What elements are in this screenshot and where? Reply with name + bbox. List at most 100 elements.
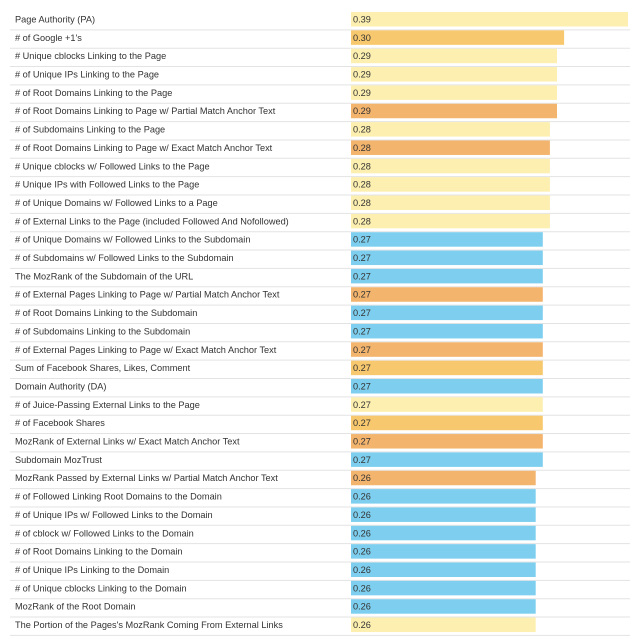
category-label: # of External Pages Linking to Page w/ E… (15, 345, 277, 355)
value-label: 0.27 (353, 253, 371, 263)
value-label: 0.27 (353, 418, 371, 428)
bar (351, 580, 536, 596)
chart-row: # of Facebook Shares 0.27 (10, 415, 630, 435)
value-label: 0.28 (353, 143, 371, 153)
chart-row: # of Subdomains Linking to the Page 0.28 (10, 122, 630, 141)
chart-row: # of External Links to the Page (include… (10, 213, 630, 233)
category-label: # of Juice-Passing External Links to the… (15, 400, 200, 410)
value-label: 0.28 (353, 198, 371, 208)
chart-row: # of Subdomains Linking to the Subdomain… (10, 323, 630, 343)
chart-row: MozRank of External Links w/ Exact Match… (10, 434, 630, 453)
value-label: 0.26 (353, 510, 371, 520)
bar (351, 48, 557, 64)
category-label: # of Unique IPs Linking to the Domain (15, 565, 169, 575)
category-label: # of Unique cblocks Linking to the Domai… (15, 583, 187, 593)
category-label: MozRank of the Root Domain (15, 602, 136, 612)
bar (351, 397, 543, 412)
bar (351, 489, 536, 504)
value-label: 0.28 (353, 180, 371, 190)
chart-row: # of Root Domains Linking to the Subdoma… (10, 305, 630, 324)
value-label: 0.27 (353, 308, 371, 318)
value-label: 0.29 (353, 70, 371, 80)
chart-row: # of Unique cblocks Linking to the Domai… (10, 580, 630, 600)
value-label: 0.26 (353, 473, 371, 483)
value-label: 0.29 (353, 51, 371, 61)
chart-row: Sum of Facebook Shares, Likes, Comment 0.… (10, 360, 630, 379)
value-label: 0.26 (353, 528, 371, 538)
chart-row: Subdomain MozTrust 0.27 (10, 452, 630, 471)
category-label: # of Unique IPs w/ Followed Links to the… (15, 510, 213, 520)
category-label: Domain Authority (DA) (15, 381, 106, 391)
bar (351, 507, 536, 522)
category-label: # of Followed Linking Root Domains to th… (15, 492, 222, 502)
category-label: # of Subdomains w/ Followed Links to the… (15, 253, 234, 263)
chart-row: # of External Pages Linking to Page w/ E… (10, 342, 630, 361)
value-label: 0.29 (353, 88, 371, 98)
bar (351, 30, 565, 45)
value-label: 0.27 (353, 235, 371, 245)
category-label: # Unique IPs with Followed Links to the … (15, 180, 199, 190)
chart-row: # Unique IPs with Followed Links to the … (10, 177, 630, 196)
chart-row: # of Unique IPs w/ Followed Links to the… (10, 507, 630, 526)
bar (351, 342, 543, 357)
category-label: MozRank of External Links w/ Exact Match… (15, 437, 240, 447)
bar (351, 470, 536, 486)
chart-row: # of Unique Domains w/ Followed Links to… (10, 232, 630, 251)
value-label: 0.27 (353, 326, 371, 336)
category-label: # Unique cblocks Linking to the Page (15, 51, 166, 61)
category-label: # of Subdomains Linking to the Page (15, 125, 165, 135)
chart-row: # of Root Domains Linking to the Page 0.2… (10, 85, 630, 104)
value-label: 0.27 (353, 455, 371, 465)
chart-row: # of Root Domains Linking to Page w/ Par… (10, 103, 630, 123)
category-label: # of cblock w/ Followed Links to the Dom… (15, 528, 194, 538)
value-label: 0.28 (353, 216, 371, 226)
category-label: # of Unique Domains w/ Followed Links to… (15, 198, 218, 208)
bar (351, 232, 543, 247)
bar (351, 379, 543, 394)
value-label: 0.27 (353, 363, 371, 373)
category-label: # of Root Domains Linking to the Domain (15, 547, 183, 557)
bar (351, 360, 543, 376)
bar (351, 85, 557, 100)
chart-row: # of Juice-Passing External Links to the… (10, 397, 630, 416)
category-label: # of Root Domains Linking to Page w/ Exa… (15, 143, 273, 153)
chart-row: # of Unique IPs Linking to the Page 0.29 (10, 67, 630, 86)
value-label: 0.28 (353, 125, 371, 135)
bar (351, 103, 557, 119)
value-label: 0.27 (353, 271, 371, 281)
category-label: # of External Pages Linking to Page w/ P… (15, 290, 280, 300)
category-label: # of Facebook Shares (15, 418, 105, 428)
chart-row: # of Root Domains Linking to Page w/ Exa… (10, 140, 630, 159)
value-label: 0.27 (353, 437, 371, 447)
bar (351, 434, 543, 449)
category-label: Subdomain MozTrust (15, 455, 102, 465)
bar (351, 122, 550, 137)
chart-row: MozRank Passed by External Links w/ Part… (10, 470, 630, 490)
value-label: 0.27 (353, 345, 371, 355)
category-label: MozRank Passed by External Links w/ Part… (15, 473, 278, 483)
chart-row: # of Unique Domains w/ Followed Links to… (10, 195, 630, 214)
bar (351, 525, 536, 541)
value-label: 0.29 (353, 106, 371, 116)
bar (351, 67, 557, 82)
value-label: 0.26 (353, 583, 371, 593)
value-label: 0.27 (353, 290, 371, 300)
value-label: 0.26 (353, 492, 371, 502)
chart-row: Page Authority (PA) 0.39 (10, 12, 630, 31)
category-label: # of Root Domains Linking to the Subdoma… (15, 308, 197, 318)
category-label: # of Google +1's (15, 33, 82, 43)
bar (351, 287, 543, 302)
chart-row: # Unique cblocks Linking to the Page 0.29 (10, 48, 630, 68)
value-label: 0.26 (353, 620, 371, 630)
chart-row: MozRank of the Root Domain 0.26 (10, 599, 630, 618)
value-label: 0.27 (353, 400, 371, 410)
bar (351, 617, 536, 633)
category-label: Page Authority (PA) (15, 14, 95, 24)
bar (351, 452, 543, 467)
category-label: # Unique cblocks w/ Followed Links to th… (15, 161, 210, 171)
category-label: # of Unique Domains w/ Followed Links to… (15, 235, 250, 245)
bar (351, 195, 550, 210)
bar (351, 158, 550, 174)
value-label: 0.28 (353, 161, 371, 171)
